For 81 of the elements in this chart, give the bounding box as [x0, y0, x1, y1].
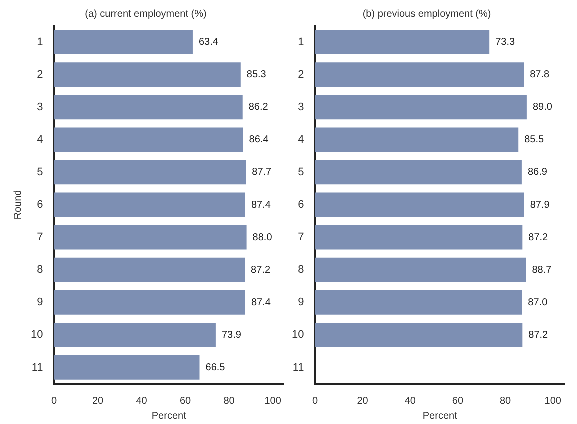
bar	[315, 62, 524, 88]
y-tick-label: 1	[37, 36, 44, 48]
bar	[315, 30, 490, 54]
x-tick-label: 80	[500, 396, 512, 407]
y-tick-label: 4	[298, 134, 304, 146]
y-tick-label: 11	[32, 362, 44, 374]
bar	[54, 128, 244, 152]
y-tick-label: 10	[30, 329, 44, 342]
bar	[54, 95, 243, 120]
data-label: 87.7	[252, 167, 272, 178]
data-label: 73.9	[222, 330, 242, 341]
y-tick-label: 7	[298, 232, 304, 244]
x-tick-label: 0	[51, 396, 58, 407]
chart-title: (a) current employment (%)	[85, 8, 207, 20]
x-tick-label: 20	[92, 396, 104, 407]
bar	[315, 128, 519, 152]
data-label: 88.7	[532, 264, 552, 276]
data-label: 86.9	[528, 167, 548, 178]
x-tick-label: 60	[452, 396, 464, 407]
y-tick-label: 5	[298, 166, 304, 178]
x-tick-label: 100	[544, 396, 562, 407]
data-label: 87.4	[251, 297, 272, 308]
y-axis-title: Round	[12, 190, 24, 220]
data-label: 87.8	[530, 70, 550, 81]
bar	[315, 258, 526, 282]
x-tick-label: 40	[404, 396, 416, 407]
y-tick-label: 9	[298, 296, 304, 309]
y-tick-label: 6	[37, 199, 44, 212]
bar	[315, 160, 522, 185]
data-label: 86.4	[249, 134, 270, 146]
y-tick-label: 7	[37, 232, 44, 244]
y-tick-label: 8	[298, 264, 304, 276]
x-tick-label: 0	[312, 396, 318, 407]
bar	[315, 95, 527, 120]
data-label: 87.2	[528, 232, 549, 244]
y-tick-label: 9	[37, 296, 44, 309]
chart-title: (b) previous employment (%)	[362, 8, 492, 20]
y-tick-label: 2	[298, 68, 304, 81]
bar	[54, 258, 246, 282]
bar	[54, 30, 193, 54]
bar	[54, 322, 216, 348]
y-tick-label: 8	[37, 264, 44, 276]
data-label: 85.3	[246, 70, 267, 81]
x-tick-label: 40	[136, 396, 148, 407]
y-tick-label: 6	[298, 199, 304, 212]
x-axis-title: Percent	[422, 410, 458, 422]
data-label: 87.2	[251, 264, 271, 276]
bar	[315, 322, 523, 348]
data-label: 73.3	[496, 37, 516, 48]
data-label: 86.2	[248, 102, 269, 114]
y-tick-label: 2	[37, 68, 44, 81]
y-tick-label: 11	[292, 362, 304, 374]
y-tick-label: 3	[37, 101, 44, 114]
data-label: 87.0	[528, 297, 548, 308]
data-label: 66.5	[206, 362, 226, 374]
y-tick-label: 5	[37, 166, 44, 178]
data-label: 87.4	[251, 200, 272, 211]
y-tick-label: 1	[298, 36, 304, 48]
x-tick-label: 100	[264, 396, 282, 407]
x-axis-title: Percent	[152, 410, 187, 422]
bar	[54, 225, 247, 250]
data-label: 85.5	[524, 134, 545, 146]
bar	[54, 160, 246, 185]
x-tick-label: 20	[357, 396, 369, 407]
bar	[54, 62, 241, 88]
data-label: 88.0	[252, 232, 273, 244]
data-label: 89.0	[532, 102, 553, 114]
x-tick-label: 80	[224, 396, 236, 407]
bar	[54, 290, 246, 315]
y-tick-label: 4	[37, 134, 44, 146]
bar	[315, 290, 522, 315]
bar	[54, 356, 200, 380]
x-tick-label: 60	[180, 396, 192, 407]
bar	[54, 192, 246, 218]
y-tick-label: 3	[298, 101, 304, 114]
data-label: 63.4	[198, 37, 219, 48]
y-tick-label: 10	[292, 329, 304, 342]
bar	[315, 192, 524, 218]
bar	[315, 225, 523, 250]
data-label: 87.2	[528, 330, 549, 341]
data-label: 87.9	[530, 200, 550, 211]
